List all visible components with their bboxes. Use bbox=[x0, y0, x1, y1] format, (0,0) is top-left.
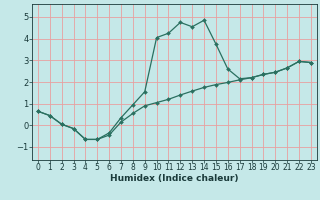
X-axis label: Humidex (Indice chaleur): Humidex (Indice chaleur) bbox=[110, 174, 239, 183]
